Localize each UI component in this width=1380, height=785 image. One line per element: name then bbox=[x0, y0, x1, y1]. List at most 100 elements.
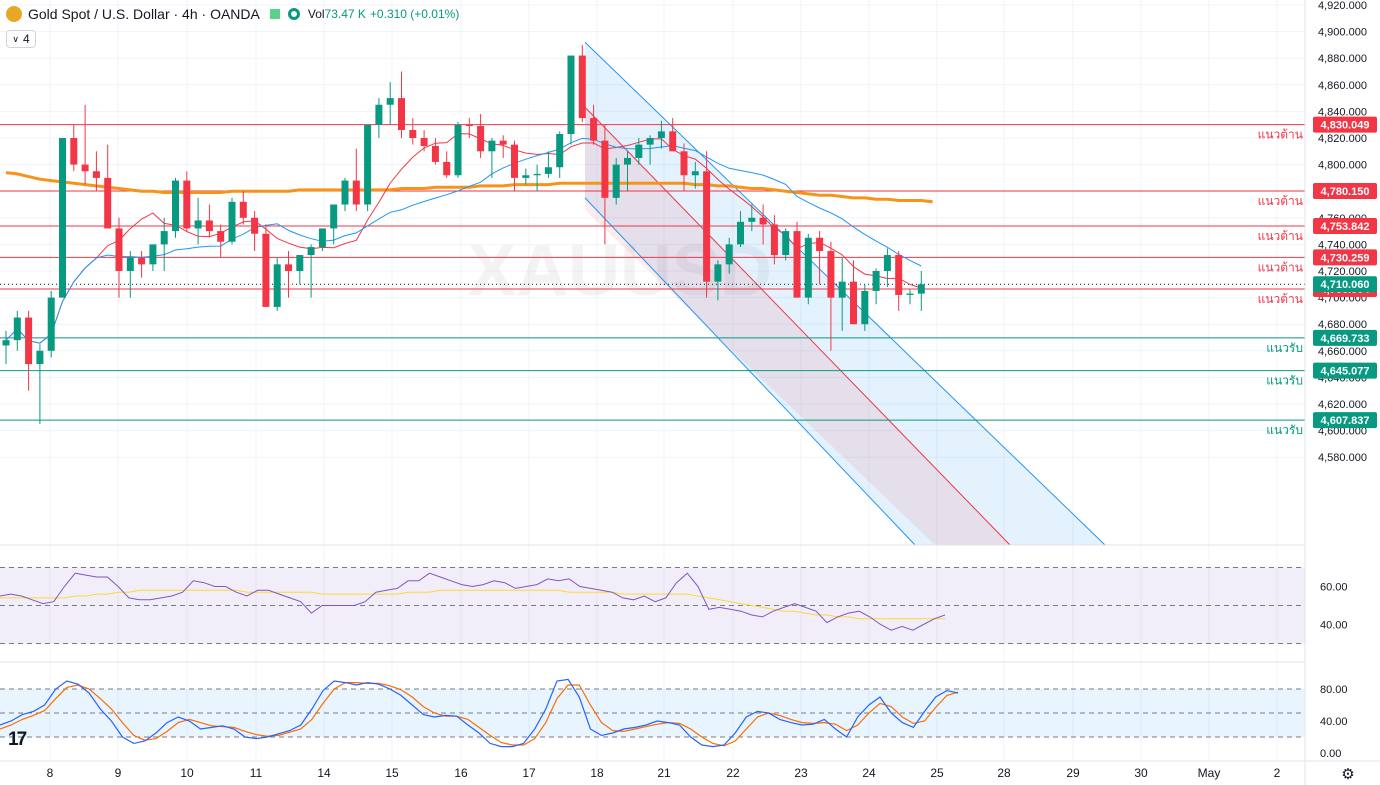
candle-body[interactable] bbox=[646, 138, 654, 145]
candle-body[interactable] bbox=[2, 340, 10, 346]
candle-body[interactable] bbox=[47, 297, 55, 351]
visibility-eye-icon[interactable] bbox=[287, 8, 300, 20]
candle-body[interactable] bbox=[590, 118, 598, 141]
candle-body[interactable] bbox=[691, 171, 699, 176]
candle-body[interactable] bbox=[25, 317, 33, 365]
candle-body[interactable] bbox=[850, 281, 857, 325]
support-price-tag[interactable] bbox=[1313, 412, 1377, 429]
candle-body[interactable] bbox=[838, 281, 846, 298]
candle-body[interactable] bbox=[375, 104, 383, 125]
candle-body[interactable] bbox=[59, 138, 66, 298]
candle-body[interactable] bbox=[454, 124, 462, 176]
candle-body[interactable] bbox=[70, 138, 78, 165]
candle-body[interactable] bbox=[409, 130, 417, 138]
candle-body[interactable] bbox=[443, 161, 451, 176]
rsi-ma-line[interactable] bbox=[0, 589, 945, 620]
candle-body[interactable] bbox=[567, 55, 575, 135]
candle-body[interactable] bbox=[624, 157, 631, 165]
candle-body[interactable] bbox=[307, 247, 315, 256]
candle-body[interactable] bbox=[364, 124, 372, 205]
stoch-d-line[interactable] bbox=[0, 682, 959, 747]
ema200-line[interactable] bbox=[5, 171, 933, 204]
candle-body[interactable] bbox=[737, 221, 744, 245]
candle-body[interactable] bbox=[228, 201, 236, 242]
candle-body[interactable] bbox=[556, 134, 564, 168]
candle-body[interactable] bbox=[680, 151, 688, 176]
candle-body[interactable] bbox=[352, 180, 360, 205]
candle-body[interactable] bbox=[296, 255, 304, 271]
candle-body[interactable] bbox=[398, 98, 405, 131]
candle-body[interactable] bbox=[499, 140, 507, 145]
candle-body[interactable] bbox=[92, 171, 100, 178]
candle-body[interactable] bbox=[759, 217, 767, 225]
candle-body[interactable] bbox=[194, 220, 202, 229]
candle-body[interactable] bbox=[172, 180, 179, 232]
candle-body[interactable] bbox=[895, 255, 903, 295]
candle-body[interactable] bbox=[906, 293, 914, 295]
resistance-price-tag[interactable] bbox=[1313, 116, 1377, 133]
candle-body[interactable] bbox=[544, 167, 552, 174]
slow-ma-line[interactable] bbox=[5, 137, 922, 344]
candle-body[interactable] bbox=[804, 237, 812, 298]
candle-body[interactable] bbox=[386, 98, 394, 105]
candle-body[interactable] bbox=[511, 144, 518, 178]
candle-body[interactable] bbox=[612, 164, 620, 198]
symbol-title[interactable]: Gold Spot / U.S. Dollar · 4h · OANDA bbox=[28, 6, 260, 22]
candle-body[interactable] bbox=[251, 217, 259, 234]
candle-body[interactable] bbox=[149, 244, 157, 265]
candle-body[interactable] bbox=[239, 201, 247, 218]
stoch-k-line[interactable] bbox=[0, 678, 959, 748]
candle-body[interactable] bbox=[104, 177, 112, 229]
candle-body[interactable] bbox=[273, 264, 281, 307]
candle-body[interactable] bbox=[522, 175, 530, 178]
resistance-price-tag[interactable] bbox=[1313, 183, 1377, 200]
candle-body[interactable] bbox=[465, 124, 473, 127]
candle-body[interactable] bbox=[36, 350, 44, 365]
candle-body[interactable] bbox=[488, 140, 496, 152]
candle-body[interactable] bbox=[431, 145, 439, 162]
candle-body[interactable] bbox=[341, 180, 349, 205]
candle-body[interactable] bbox=[725, 244, 733, 265]
candle-body[interactable] bbox=[770, 224, 778, 256]
candle-body[interactable] bbox=[262, 233, 270, 307]
candle-body[interactable] bbox=[883, 255, 891, 271]
channel-mid-line[interactable] bbox=[584, 106, 1011, 546]
rsi-line[interactable] bbox=[0, 572, 946, 631]
candle-body[interactable] bbox=[793, 231, 801, 298]
candle-body[interactable] bbox=[318, 228, 326, 248]
candle-body[interactable] bbox=[477, 126, 485, 152]
indicators-toggle-button[interactable]: ∨ 4 bbox=[6, 30, 36, 48]
settings-gear-icon[interactable]: ⚙ bbox=[1341, 766, 1355, 783]
candle-body[interactable] bbox=[872, 271, 880, 291]
current-price-tag[interactable] bbox=[1313, 276, 1377, 293]
candle-body[interactable] bbox=[861, 290, 869, 325]
candle-body[interactable] bbox=[330, 204, 338, 229]
candle-body[interactable] bbox=[782, 231, 790, 256]
resistance-price-tag[interactable] bbox=[1313, 249, 1377, 266]
candle-body[interactable] bbox=[635, 144, 643, 158]
support-price-tag[interactable] bbox=[1313, 362, 1377, 379]
candle-body[interactable] bbox=[669, 131, 677, 152]
candle-body[interactable] bbox=[657, 131, 665, 138]
support-price-tag[interactable] bbox=[1313, 329, 1377, 346]
candle-body[interactable] bbox=[81, 164, 89, 172]
candle-body[interactable] bbox=[601, 140, 609, 198]
candle-body[interactable] bbox=[217, 231, 225, 242]
candle-body[interactable] bbox=[533, 173, 541, 176]
candle-body[interactable] bbox=[827, 251, 835, 298]
candle-body[interactable] bbox=[703, 171, 711, 282]
candle-body[interactable] bbox=[578, 55, 586, 119]
fast-ma-line[interactable] bbox=[5, 133, 922, 344]
channel-lower-line[interactable] bbox=[584, 197, 916, 546]
candle-body[interactable] bbox=[714, 264, 722, 282]
candle-body[interactable] bbox=[420, 138, 428, 146]
candle-body[interactable] bbox=[205, 220, 213, 232]
candle-body[interactable] bbox=[748, 217, 756, 222]
resistance-price-tag[interactable] bbox=[1313, 217, 1377, 234]
candle-body[interactable] bbox=[13, 317, 21, 341]
candle-body[interactable] bbox=[917, 284, 925, 294]
candle-body[interactable] bbox=[160, 231, 168, 245]
candle-body[interactable] bbox=[183, 180, 191, 229]
candle-body[interactable] bbox=[816, 237, 824, 252]
